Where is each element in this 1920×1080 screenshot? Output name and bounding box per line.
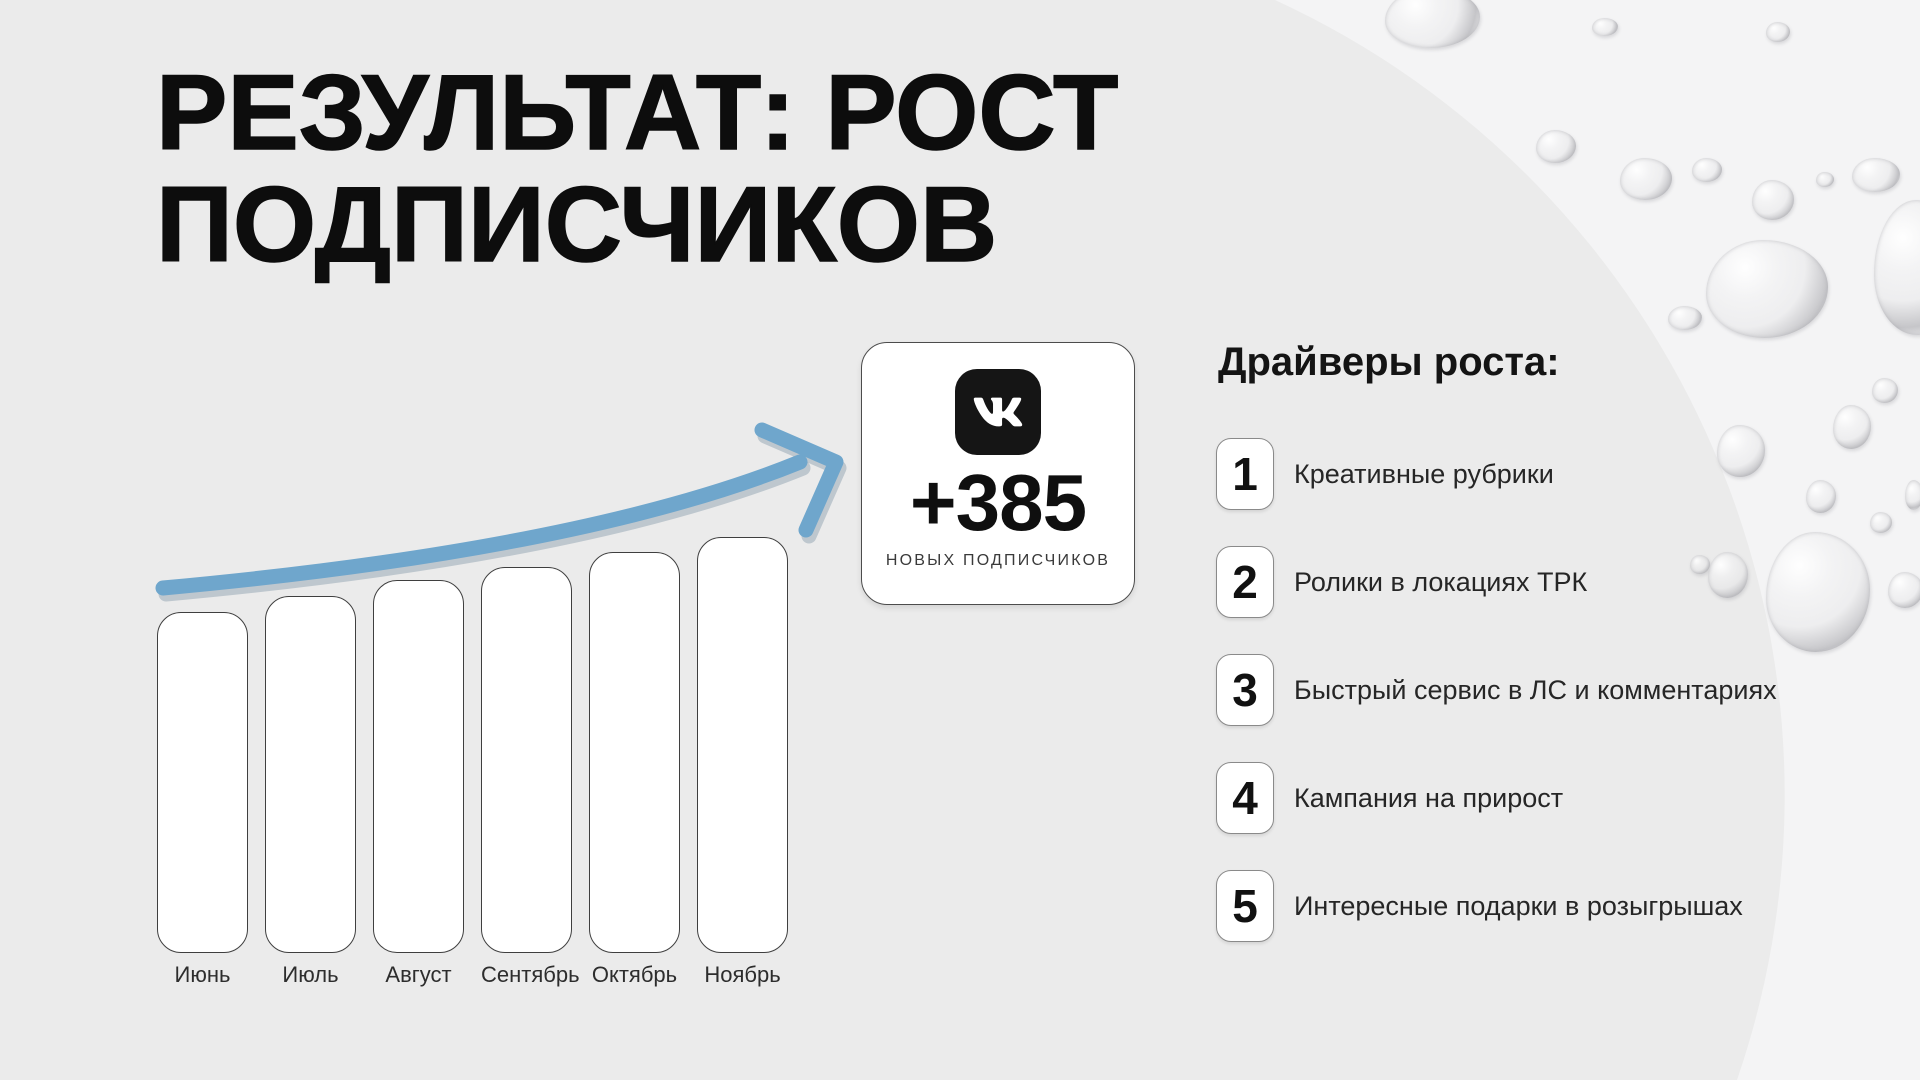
water-droplet-icon [1806,480,1836,513]
bar-chart [157,537,789,953]
water-droplet-icon [1833,405,1871,449]
water-droplet-icon [1766,22,1790,42]
water-droplet-icon [1752,180,1794,220]
water-droplet-icon [1717,425,1765,477]
month-label: Август [385,962,452,987]
driver-label: Ролики в локациях ТРК [1294,566,1588,597]
water-droplet-icon [1766,532,1870,652]
month-label: Июль [282,962,339,987]
chart-bar [265,596,356,953]
water-droplet-icon [1692,158,1722,182]
water-droplet-icon [1706,240,1828,338]
vk-stat-card: +385 новых подписчиков [861,342,1135,605]
water-droplet-icon [1872,378,1898,403]
driver-item: 1 Креативные рубрики [1216,438,1777,510]
driver-label: Быстрый сервис в ЛС и комментариях [1294,674,1777,705]
month-label: Ноябрь [704,962,781,987]
growth-arrow-icon [155,422,847,602]
vk-logo-icon [955,369,1041,455]
driver-number-box: 2 [1216,546,1274,618]
chart-bar [157,612,248,953]
chart-bar [697,537,788,953]
subscribers-count: +385 [909,458,1087,547]
month-label: Сентябрь [481,962,580,987]
driver-number-box: 3 [1216,654,1274,726]
water-droplet-icon [1620,158,1672,200]
driver-number-box: 4 [1216,762,1274,834]
water-droplet-icon [1905,480,1920,510]
chart-bar [481,567,572,953]
water-droplet-icon [1690,555,1710,574]
water-droplet-icon [1592,18,1618,36]
driver-label: Интересные подарки в розыгрышах [1294,890,1743,921]
driver-number-box: 1 [1216,438,1274,510]
title-line-2: ПОДПИСЧИКОВ [155,164,998,284]
water-droplet-icon [1668,306,1702,330]
bar-chart-month-labels: Июнь Июль Август Сентябрь Октябрь Ноябрь [157,962,789,988]
driver-item: 4 Кампания на прирост [1216,762,1777,834]
water-droplet-icon [1852,158,1900,192]
driver-item: 2 Ролики в локациях ТРК [1216,546,1777,618]
drivers-list: 1 Креативные рубрики 2 Ролики в локациях ТР… [1216,438,1777,942]
chart-bar [373,580,464,953]
chart-bar [589,552,680,953]
water-droplet-icon [1888,572,1920,608]
month-label: Июнь [174,962,231,987]
driver-label: Креативные рубрики [1294,458,1554,489]
water-droplet-icon [1870,512,1892,533]
subscribers-caption: новых подписчиков [885,552,1111,569]
month-label: Октябрь [591,962,678,987]
driver-label: Кампания на прирост [1294,782,1564,813]
water-droplet-icon [1536,130,1576,163]
driver-item: 5 Интересные подарки в розыгрышах [1216,870,1777,942]
drivers-heading: Драйверы роста: [1218,340,1560,384]
water-droplet-icon [1816,172,1834,187]
title-line-1: РЕЗУЛЬТАТ: РОСТ [155,52,1119,172]
page-title: РЕЗУЛЬТАТ: РОСТ ПОДПИСЧИКОВ [155,55,1119,281]
driver-item: 3 Быстрый сервис в ЛС и комментариях [1216,654,1777,726]
water-droplet-icon [1708,552,1748,598]
driver-number-box: 5 [1216,870,1274,942]
